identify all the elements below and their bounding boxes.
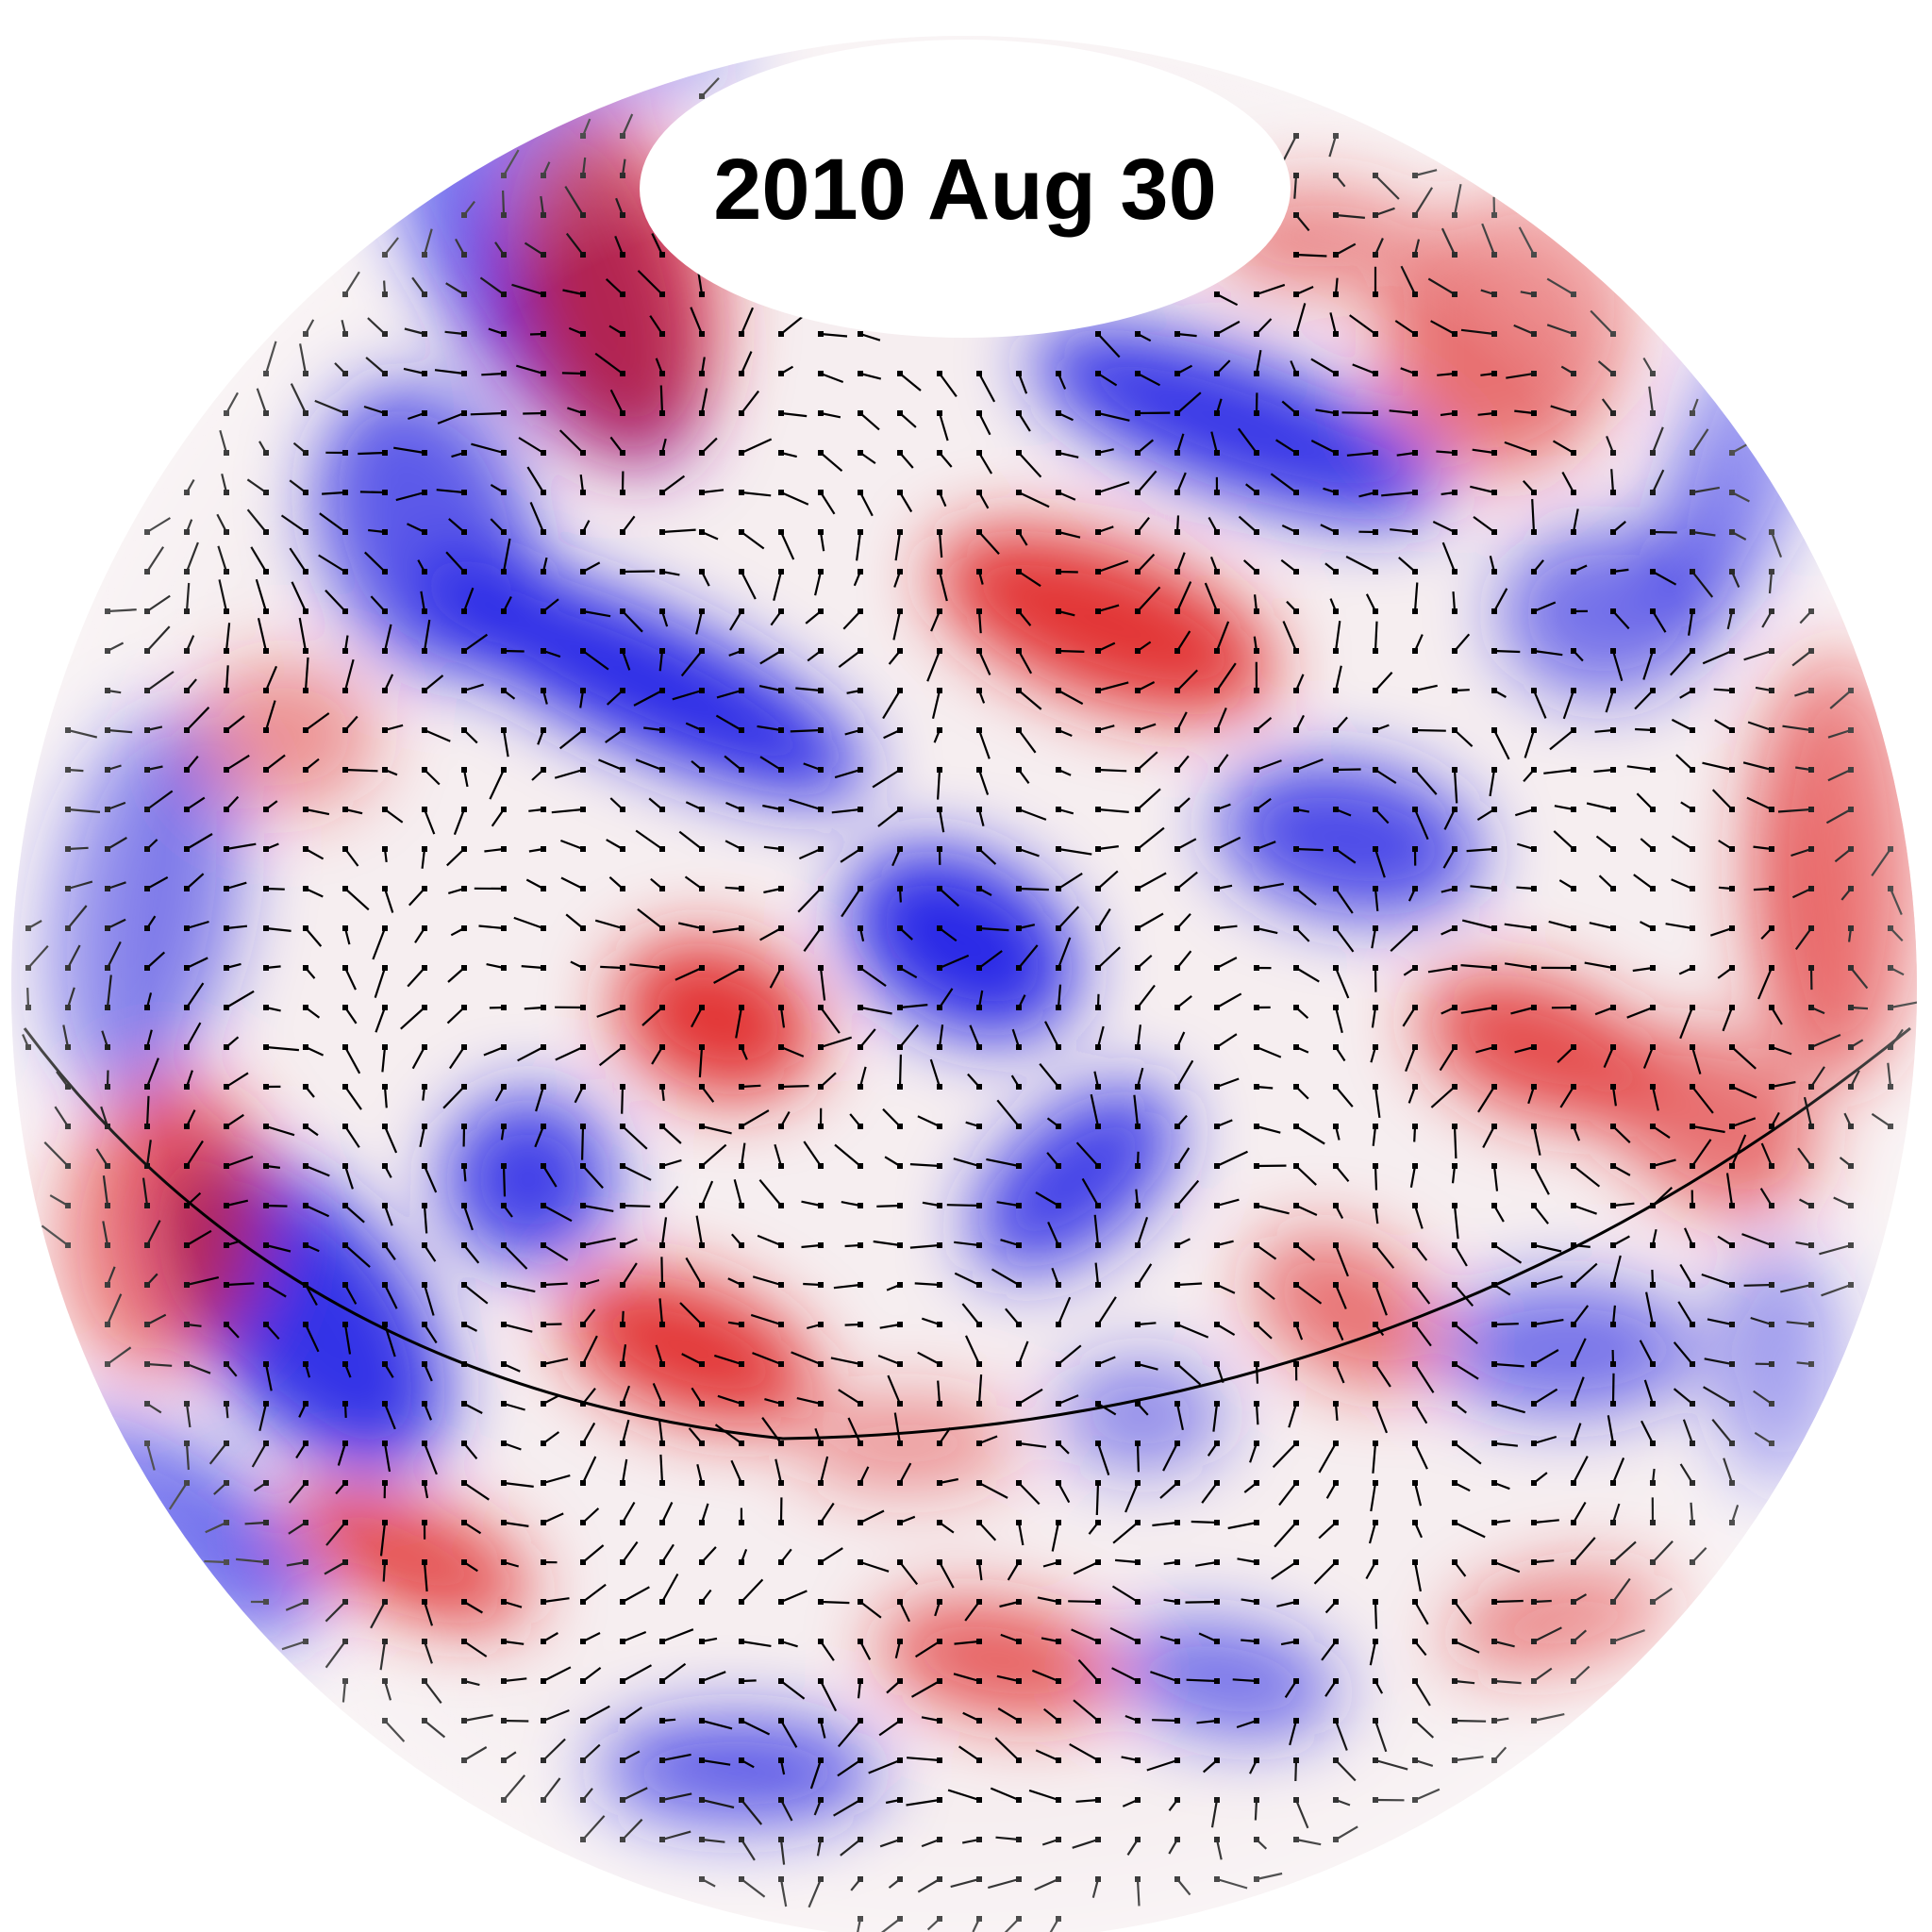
polar-cap-label-background (640, 40, 1291, 338)
sphere-limb (11, 36, 1917, 1932)
date-label: 2010 Aug 30 (713, 142, 1217, 238)
